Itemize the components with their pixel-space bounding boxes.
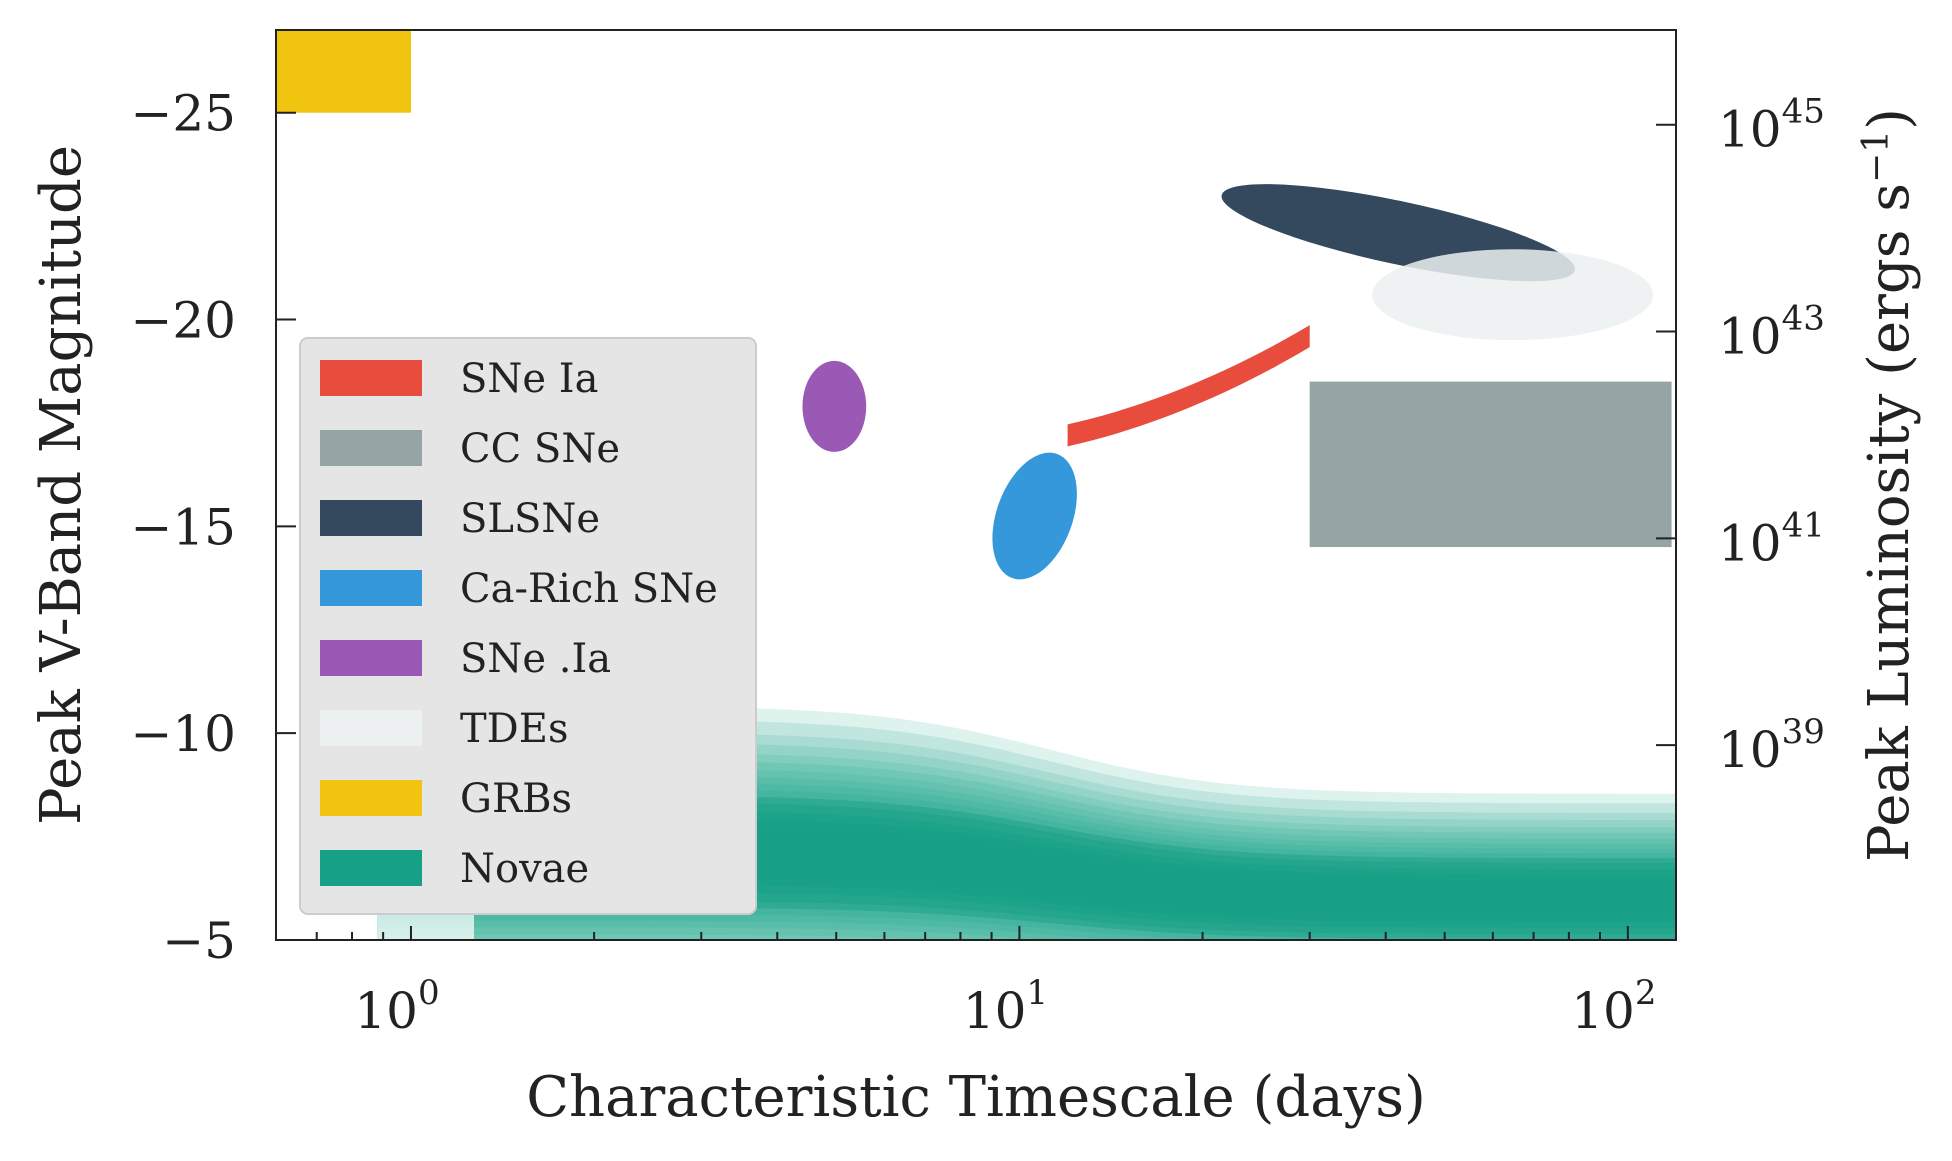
y2-tick-label: 1041 xyxy=(1718,505,1825,572)
y-axis-ticks: −25 −20 −15 −10 −5 xyxy=(130,85,296,970)
legend-label-novae: Novae xyxy=(460,846,589,892)
y-tick-label: −5 xyxy=(162,912,236,970)
legend: SNe Ia CC SNe SLSNe Ca-Rich SNe SNe .Ia TDEs G… xyxy=(299,337,757,915)
legend-swatch-novae xyxy=(320,850,422,886)
y2-tick-label-exp: 41 xyxy=(1782,505,1825,545)
plot-frame xyxy=(275,29,1677,941)
legend-label-cc-sne: CC SNe xyxy=(460,426,620,472)
series-sne-ia xyxy=(1067,325,1310,447)
series-tdes xyxy=(1372,249,1654,341)
y2-axis-title-main: Peak Luminosity (ergs s xyxy=(1857,183,1922,862)
series-grbs xyxy=(276,30,411,113)
y2-tick-label-exp: 45 xyxy=(1782,92,1825,132)
series-ca-rich-sne xyxy=(992,452,1077,580)
x-tick-label: 102 xyxy=(1571,973,1656,1040)
y2-tick-label-base: 10 xyxy=(1718,514,1782,572)
x-tick-label: 101 xyxy=(963,973,1048,1040)
x-tick-label-exp: 1 xyxy=(1026,973,1048,1013)
y2-tick-label-exp: 39 xyxy=(1782,712,1825,752)
legend-swatch-ca-rich-sne xyxy=(320,570,422,606)
x-tick-label-exp: 0 xyxy=(418,973,440,1013)
x-axis-title: Characteristic Timescale (days) xyxy=(526,1065,1426,1130)
legend-label-sne-ia: SNe .Ia xyxy=(460,636,611,682)
series-cc-sne xyxy=(1309,381,1672,548)
y-tick-label: −10 xyxy=(130,705,236,763)
y2-tick-label-exp: 43 xyxy=(1782,299,1825,339)
y-tick-label: −25 xyxy=(130,85,236,143)
y2-tick-label-base: 10 xyxy=(1718,721,1782,779)
legend-swatch-sne-ia xyxy=(320,360,422,396)
x-axis-ticks: 100 101 102 xyxy=(275,926,1656,1040)
legend-label-ca-rich-sne: Ca-Rich SNe xyxy=(460,566,718,612)
y2-tick-label-base: 10 xyxy=(1718,308,1782,366)
y2-axis-title: Peak Luminosity (ergs s−1) xyxy=(1856,108,1923,862)
legend-label-grbs: GRBs xyxy=(460,776,572,822)
x-tick-label-base: 10 xyxy=(1571,982,1635,1040)
legend-swatch-tdes xyxy=(320,710,422,746)
y-tick-label: −15 xyxy=(130,498,236,556)
series-sne-dot-ia xyxy=(802,360,867,452)
x-tick-label-base: 10 xyxy=(963,982,1027,1040)
legend-box xyxy=(299,337,757,915)
y-tick-label: −20 xyxy=(130,292,236,350)
y2-axis-title-end: ) xyxy=(1857,108,1922,130)
y2-tick-label: 1039 xyxy=(1718,712,1825,779)
x-tick-label-base: 10 xyxy=(354,982,418,1040)
legend-swatch-cc-sne xyxy=(320,430,422,466)
legend-swatch-grbs xyxy=(320,780,422,816)
y2-tick-label-base: 10 xyxy=(1718,101,1782,159)
legend-label-tdes: TDEs xyxy=(460,706,568,752)
x-tick-label: 100 xyxy=(354,973,439,1040)
y-axis-title: Peak V-Band Magnitude xyxy=(29,145,94,825)
x-tick-label-exp: 2 xyxy=(1635,973,1657,1013)
legend-label-slsne: SLSNe xyxy=(460,496,600,542)
y2-tick-label: 1043 xyxy=(1718,299,1825,366)
y2-tick-label: 1045 xyxy=(1718,92,1825,159)
y2-axis-title-sup: −1 xyxy=(1856,130,1897,183)
legend-swatch-slsne xyxy=(320,500,422,536)
legend-swatch-sne-ia xyxy=(320,640,422,676)
legend-label-sne-ia: SNe Ia xyxy=(460,356,598,402)
